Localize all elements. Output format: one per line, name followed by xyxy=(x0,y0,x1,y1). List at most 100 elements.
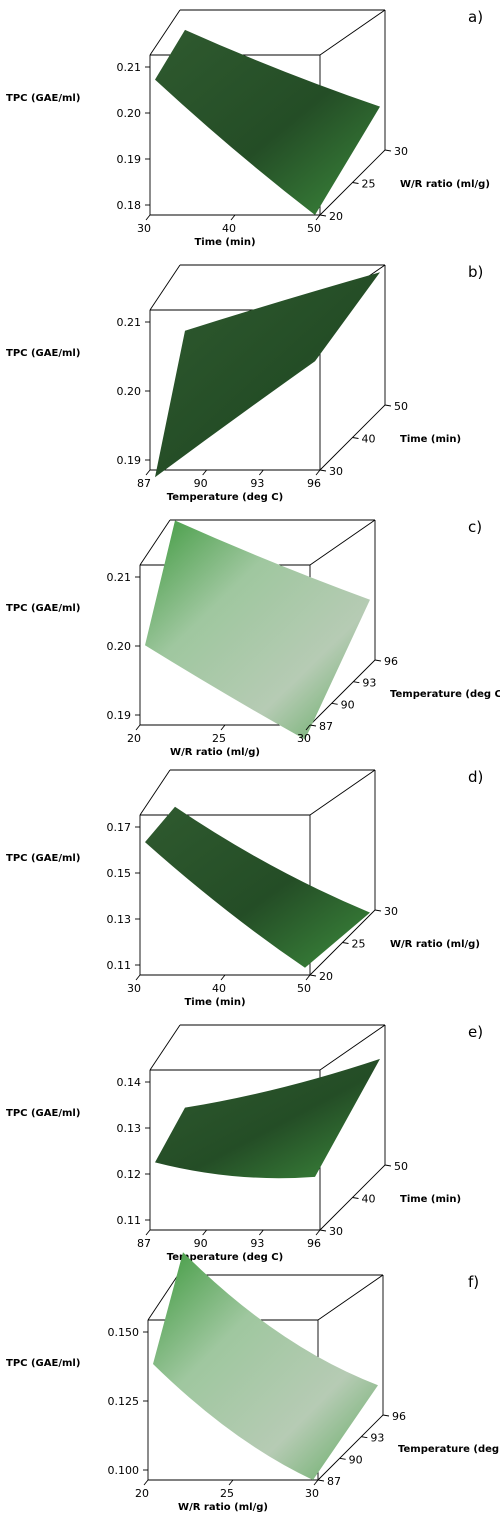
box-edge xyxy=(149,264,181,311)
response-surface xyxy=(145,520,370,740)
y-tick-label: 93 xyxy=(362,677,376,690)
x-tick-mark xyxy=(145,469,151,476)
panel-a: a) 0.21 0.20 0.19 0.18 TPC (GAE/ml) 30 40 50 Time… xyxy=(6,8,490,248)
x-tick-mark xyxy=(220,724,226,731)
x-axis-title: W/R ratio (ml/g) xyxy=(178,1502,268,1513)
z-tick-label: 0.11 xyxy=(107,959,132,972)
box-edge xyxy=(309,519,376,566)
z-axis-title: TPC (GAE/ml) xyxy=(6,853,80,864)
z-tick-label: 0.20 xyxy=(117,107,142,120)
x-tick-label: 25 xyxy=(212,732,226,745)
y-tick-label: 30 xyxy=(329,1225,343,1238)
box-edge xyxy=(309,659,376,726)
x-axis-title: Temperature (deg C) xyxy=(167,492,283,503)
x-tick-label: 96 xyxy=(307,1237,321,1250)
panel-label: d) xyxy=(468,768,483,786)
box-edge xyxy=(309,769,376,816)
z-tick-label: 0.17 xyxy=(107,821,132,834)
z-axis-title: TPC (GAE/ml) xyxy=(6,1108,80,1119)
z-tick-label: 0.150 xyxy=(108,1326,140,1339)
y-tick-mark xyxy=(352,437,359,439)
box-edge xyxy=(149,1024,181,1071)
y-tick-label: 20 xyxy=(319,970,333,983)
x-tick-mark xyxy=(258,1229,264,1236)
z-tick-label: 0.15 xyxy=(107,867,132,880)
x-tick-label: 93 xyxy=(250,1237,264,1250)
z-tick-label: 0.100 xyxy=(108,1464,140,1477)
z-axis-title: TPC (GAE/ml) xyxy=(6,603,80,614)
panel-label: f) xyxy=(468,1273,479,1291)
z-tick-label: 0.21 xyxy=(117,61,142,74)
x-tick-mark xyxy=(202,469,208,476)
z-tick-label: 0.19 xyxy=(117,454,142,467)
panel-label: b) xyxy=(468,263,483,281)
x-tick-label: 30 xyxy=(127,982,141,995)
x-tick-mark xyxy=(220,974,226,981)
z-tick-label: 0.21 xyxy=(107,571,132,584)
x-tick-mark xyxy=(315,469,321,476)
x-tick-label: 87 xyxy=(137,1237,151,1250)
box-edge xyxy=(319,1024,386,1071)
y-tick-mark xyxy=(384,149,392,152)
y-axis-title: W/R ratio (ml/g) xyxy=(390,939,480,950)
y-tick-mark xyxy=(353,681,360,684)
x-tick-label: 20 xyxy=(127,732,141,745)
x-tick-mark xyxy=(230,214,236,221)
panel-label: a) xyxy=(468,8,483,26)
x-tick-label: 50 xyxy=(307,222,321,235)
z-tick-label: 0.20 xyxy=(117,385,142,398)
z-tick-label: 0.14 xyxy=(117,1076,142,1089)
y-tick-mark xyxy=(374,909,382,912)
x-tick-mark xyxy=(228,1479,234,1486)
y-tick-mark xyxy=(384,1164,392,1167)
y-axis-title: Time (min) xyxy=(400,1194,461,1205)
y-tick-mark xyxy=(317,1479,325,1482)
z-tick-label: 0.19 xyxy=(117,153,142,166)
x-tick-mark xyxy=(305,724,311,731)
x-tick-mark xyxy=(143,1479,149,1486)
x-tick-mark xyxy=(315,1229,321,1236)
y-tick-label: 40 xyxy=(362,1193,376,1206)
box-edge xyxy=(319,9,386,56)
z-tick-label: 0.12 xyxy=(117,1168,142,1181)
x-tick-mark xyxy=(315,214,321,221)
x-axis-title: Time (min) xyxy=(194,237,255,248)
panel-d: d) 0.17 0.15 0.13 0.11 TPC (GAE/ml) 30 40 50 Time… xyxy=(6,768,483,1008)
z-tick-label: 0.125 xyxy=(108,1395,140,1408)
x-tick-label: 93 xyxy=(250,477,264,490)
z-tick-label: 0.19 xyxy=(107,709,132,722)
z-tick-label: 0.13 xyxy=(117,1122,142,1135)
y-tick-mark xyxy=(319,469,327,472)
y-tick-label: 96 xyxy=(384,655,398,668)
y-tick-label: 90 xyxy=(349,1453,363,1466)
panel-b: b) 0.21 0.20 0.19 TPC (GAE/ml) 87 90 93 96 Temper… xyxy=(6,263,483,503)
y-tick-label: 40 xyxy=(362,433,376,446)
panel-label: c) xyxy=(468,518,482,536)
z-tick-label: 0.21 xyxy=(117,316,142,329)
x-tick-label: 30 xyxy=(305,1487,319,1500)
x-axis-title: W/R ratio (ml/g) xyxy=(170,747,260,758)
box-edge xyxy=(317,1414,384,1481)
x-tick-label: 40 xyxy=(222,222,236,235)
y-tick-mark xyxy=(339,1457,346,1460)
y-axis-title: Temperature (deg C) xyxy=(398,1444,500,1455)
y-tick-mark xyxy=(319,1229,327,1232)
y-tick-label: 25 xyxy=(352,938,366,951)
panel-label: e) xyxy=(468,1023,483,1041)
x-tick-mark xyxy=(135,724,141,731)
y-axis-title: W/R ratio (ml/g) xyxy=(400,179,490,190)
z-axis-title: TPC (GAE/ml) xyxy=(6,1358,80,1369)
x-tick-label: 96 xyxy=(307,477,321,490)
y-tick-label: 96 xyxy=(392,1410,406,1423)
z-tick-label: 0.20 xyxy=(107,640,132,653)
x-tick-label: 50 xyxy=(297,982,311,995)
x-tick-label: 87 xyxy=(137,477,151,490)
x-tick-mark xyxy=(313,1479,319,1486)
x-tick-mark xyxy=(202,1229,208,1236)
z-tick-label: 0.18 xyxy=(117,199,142,212)
x-tick-label: 20 xyxy=(135,1487,149,1500)
box-edge xyxy=(139,769,171,816)
y-tick-mark xyxy=(384,404,392,407)
x-tick-label: 25 xyxy=(220,1487,234,1500)
y-tick-label: 30 xyxy=(329,465,343,478)
